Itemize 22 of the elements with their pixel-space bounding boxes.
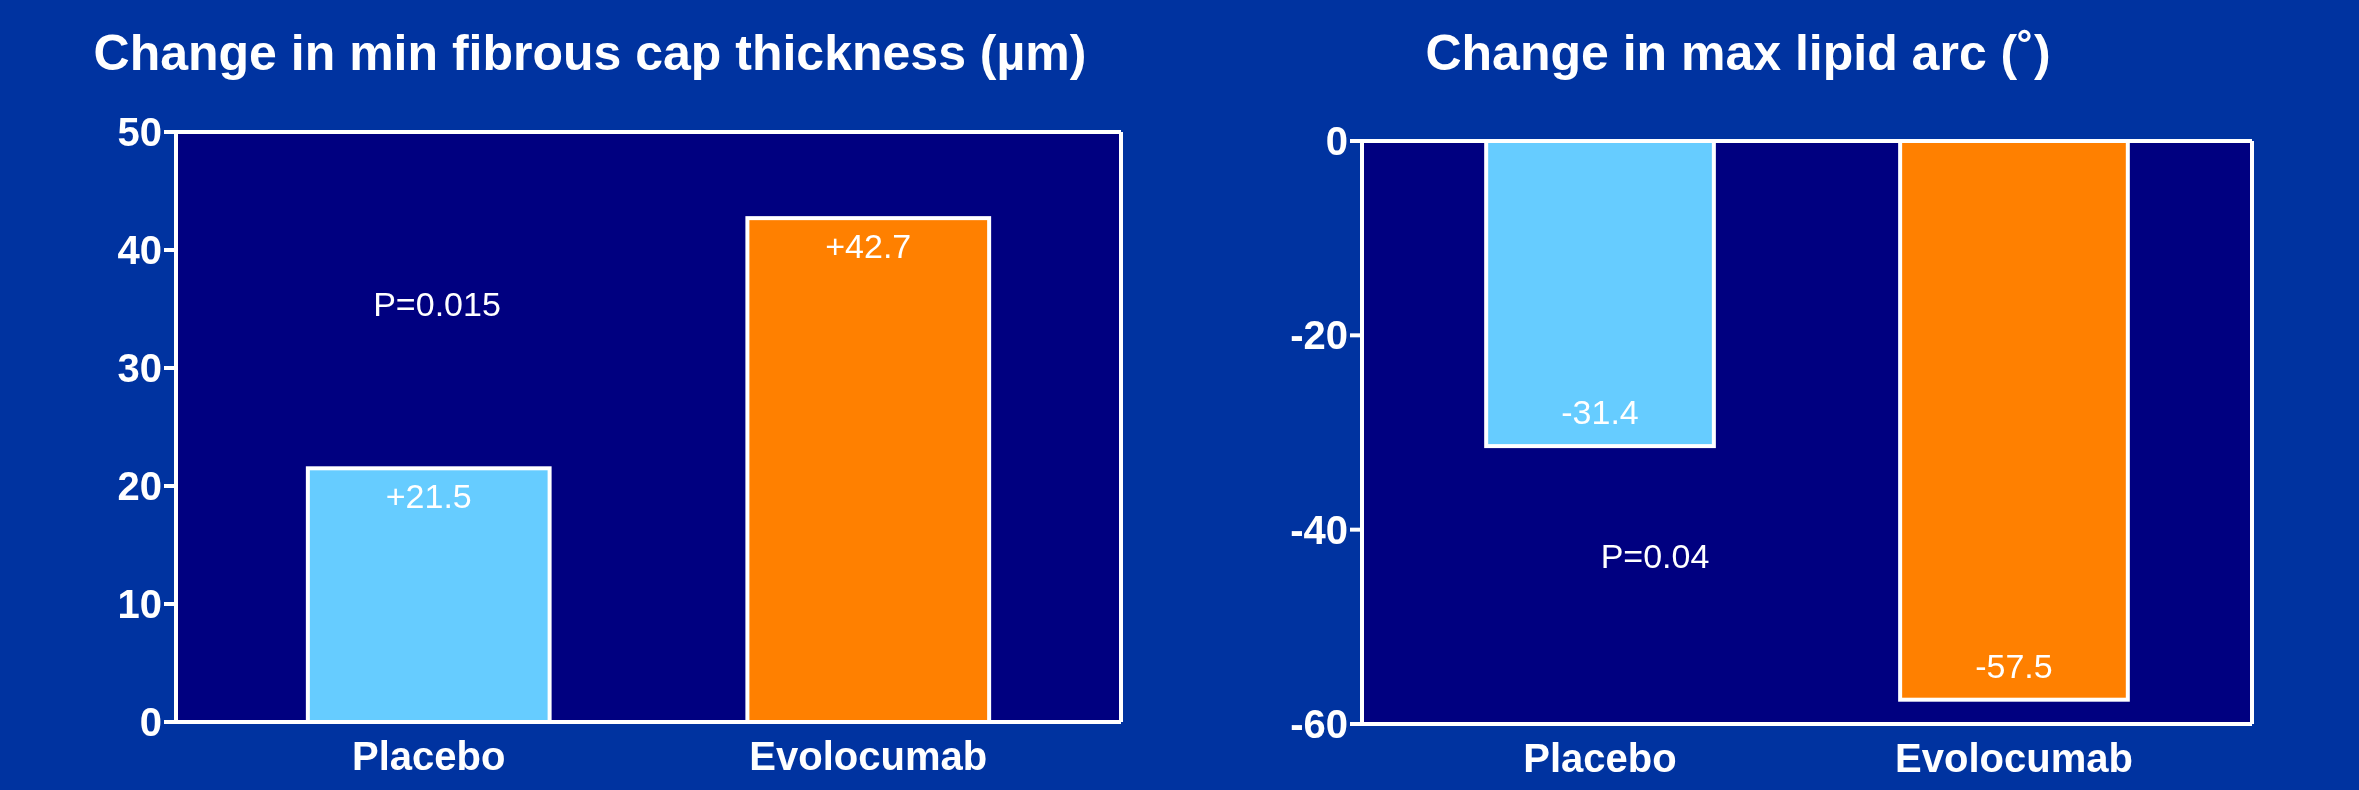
chart-title: Change in min fibrous cap thickness (µm) bbox=[93, 25, 1087, 81]
y-tick-label: 10 bbox=[117, 582, 162, 626]
y-tick-label: -60 bbox=[1290, 702, 1348, 746]
y-tick-label: 0 bbox=[1325, 119, 1348, 163]
y-tick-label: 0 bbox=[139, 700, 162, 744]
x-tick-label: Evolocumab bbox=[749, 734, 988, 778]
data-label: -57.5 bbox=[1975, 646, 2053, 685]
y-tick-label: 50 bbox=[117, 110, 162, 154]
y-tick-label: -20 bbox=[1290, 313, 1348, 358]
y-tick-label: 30 bbox=[117, 346, 162, 390]
x-tick-label: Placebo bbox=[352, 734, 506, 778]
annotation: P=0.04 bbox=[1600, 537, 1710, 575]
x-tick-label: Evolocumab bbox=[1895, 736, 2133, 780]
x-tick-label: Placebo bbox=[1523, 736, 1677, 780]
y-tick-label: 40 bbox=[117, 228, 162, 272]
data-label: +21.5 bbox=[385, 477, 472, 516]
annotation: P=0.015 bbox=[373, 285, 501, 323]
y-tick-label: 20 bbox=[117, 464, 162, 508]
data-label: -31.4 bbox=[1561, 393, 1639, 432]
data-label: +42.7 bbox=[825, 227, 912, 266]
chart-title: Change in max lipid arc (˚) bbox=[1425, 25, 2051, 81]
y-tick-label: -40 bbox=[1290, 507, 1348, 552]
